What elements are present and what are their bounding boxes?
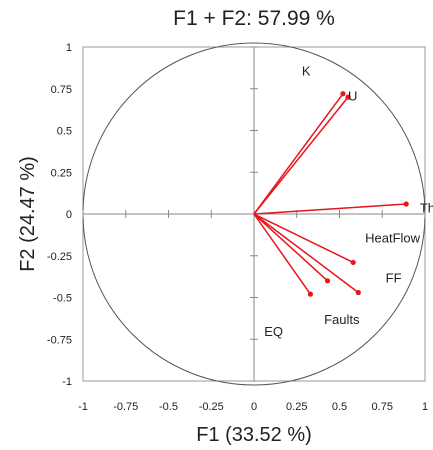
variable-label: U — [348, 88, 357, 103]
y-tick-label: -0.5 — [53, 293, 72, 305]
y-tick-label: 1 — [66, 42, 72, 54]
vector-line — [253, 213, 354, 264]
chart-title: F1 + F2: 57.99 % — [173, 7, 335, 30]
x-tick-label: -0.25 — [199, 401, 224, 413]
variable-vectors — [253, 91, 409, 297]
vector-line — [253, 93, 344, 215]
variable-label: FF — [386, 270, 402, 285]
x-axis-title: F1 (33.52 %) — [196, 424, 312, 446]
vector-point — [340, 91, 346, 97]
x-tick-label: 1 — [422, 401, 428, 413]
variable-label: K — [302, 63, 311, 78]
vector-point — [345, 94, 351, 100]
vector-point — [324, 278, 331, 284]
vector-line — [253, 213, 312, 295]
vector-line — [253, 203, 407, 215]
y-tick-label: 0.5 — [57, 126, 72, 138]
x-tick-label: 0 — [251, 401, 257, 413]
vector-point — [355, 289, 361, 296]
variable-label: HeatFlow — [365, 230, 421, 245]
x-tick-labels: -1 -0.75 -0.5 -0.25 0 0.25 0.5 0.75 1 — [78, 210, 428, 413]
y-axis-title: F2 (24.47 %) — [17, 156, 39, 272]
x-tick-label: -0.75 — [113, 401, 138, 413]
x-tick-label: -0.5 — [159, 401, 178, 413]
x-tick-label: 0.75 — [372, 401, 393, 413]
vector-point — [307, 291, 314, 297]
x-tick-label: 0.25 — [286, 401, 307, 413]
vector-line — [253, 96, 349, 215]
y-tick-label: 0.25 — [51, 167, 72, 179]
variable-label: Th — [420, 200, 433, 215]
x-tick-label: -1 — [78, 401, 88, 413]
y-tick-label: -0.25 — [47, 251, 72, 263]
y-tick-label: 0 — [66, 209, 72, 221]
y-tick-label: 0.75 — [51, 84, 72, 96]
variable-label: EQ — [264, 324, 283, 339]
vector-line — [253, 213, 359, 294]
vector-point — [350, 259, 356, 266]
y-tick-label: -1 — [62, 376, 72, 388]
x-tick-label: 0.5 — [332, 401, 347, 413]
variable-label: Faults — [324, 312, 360, 327]
vector-line — [253, 213, 329, 282]
variable-labels: K U Th HeatFlow FF Faults EQ — [264, 63, 433, 339]
y-tick-label: -0.75 — [47, 334, 72, 346]
vector-point — [403, 201, 409, 207]
y-tick-labels: 1 0.75 0.5 0.25 0 -0.25 -0.5 -0.75 -1 — [47, 42, 258, 388]
